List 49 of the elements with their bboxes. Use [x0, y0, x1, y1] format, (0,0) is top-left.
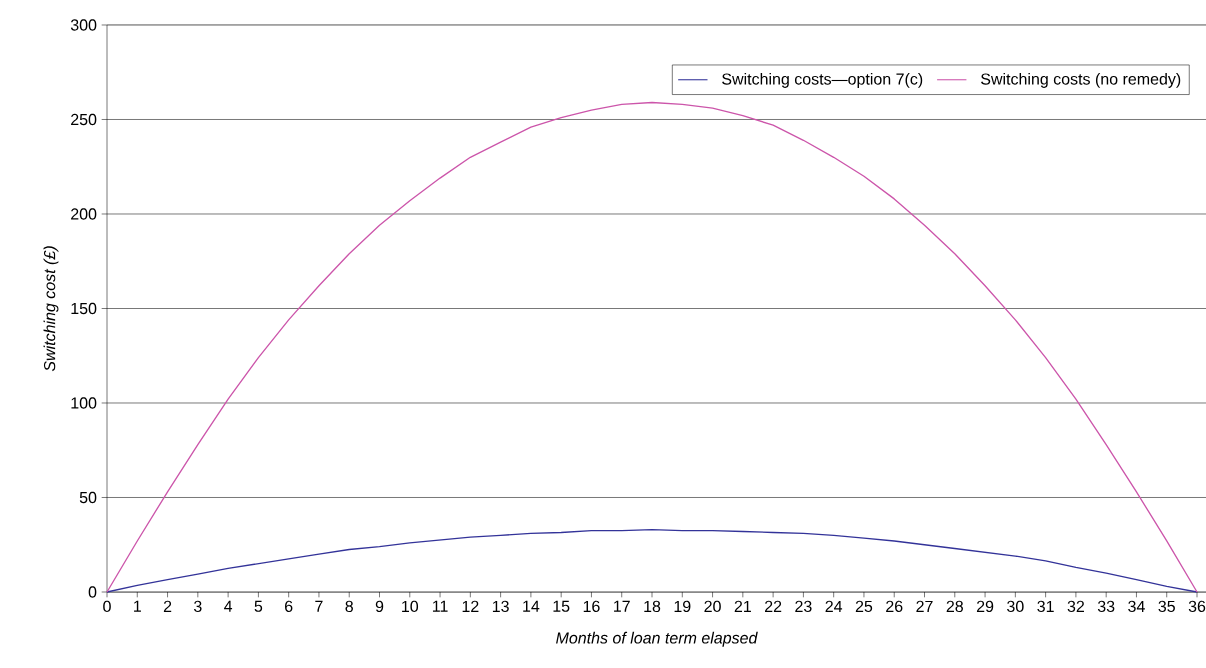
y-tick-label: 50 — [79, 491, 97, 504]
x-tick-label: 24 — [825, 600, 843, 612]
x-tick-label: 14 — [523, 600, 540, 612]
y-tick-label: 0 — [88, 586, 97, 598]
legend-label: Switching costs (no remedy) — [981, 72, 1181, 88]
x-tick-label: 22 — [765, 600, 782, 612]
x-tick-label: 33 — [1097, 600, 1115, 613]
x-tick-label: 26 — [886, 600, 903, 613]
x-tick-label: 9 — [375, 600, 384, 613]
line-series — [106, 101, 1198, 593]
x-tick-label: 21 — [734, 600, 751, 612]
x-tick-label: 28 — [946, 600, 963, 613]
y-tick-label: 250 — [71, 113, 97, 126]
x-tick-label: 5 — [254, 600, 263, 612]
x-tick-label: 31 — [1037, 600, 1054, 613]
x-tick-label: 8 — [345, 600, 353, 613]
y-tick-label: 150 — [71, 302, 97, 315]
x-tick-label: 6 — [285, 600, 293, 613]
x-tick-label: 11 — [432, 600, 448, 612]
y-axis-title: Switching cost (£) — [43, 246, 59, 372]
x-tick-label: 2 — [163, 600, 172, 612]
x-tick-label: 1 — [134, 600, 141, 612]
x-tick-label: 16 — [583, 600, 600, 613]
x-tick-label: 7 — [315, 600, 323, 612]
x-tick-label: 0 — [103, 600, 111, 613]
x-tick-label: 36 — [1188, 600, 1206, 613]
x-tick-label: 18 — [644, 600, 661, 613]
x-tick-label: 17 — [614, 600, 630, 612]
x-tick-label: 30 — [1007, 600, 1024, 613]
x-tick-label: 27 — [916, 600, 933, 612]
y-tick-label: 200 — [71, 208, 97, 220]
legend-label: Switching costs—option 7(c) — [722, 72, 923, 88]
x-tick-label: 23 — [795, 600, 812, 613]
x-tick-label: 13 — [492, 600, 509, 613]
x-tick-label: 32 — [1067, 600, 1084, 613]
x-tick-label: 3 — [193, 600, 202, 613]
x-tick-label: 4 — [224, 600, 233, 612]
x-axis-title: Months of loan term elapsed — [556, 631, 758, 647]
x-tick-label: 34 — [1128, 600, 1145, 613]
y-tick-label: 300 — [70, 19, 97, 31]
x-tick-label: 19 — [674, 600, 691, 613]
x-tick-label: 29 — [976, 600, 994, 613]
x-tick-label: 15 — [553, 600, 570, 612]
x-tick-label: 10 — [402, 600, 419, 613]
x-tick-label: 12 — [462, 600, 479, 612]
y-tick-label: 100 — [71, 397, 97, 409]
x-tick-label: 25 — [855, 600, 873, 613]
x-tick-label: 20 — [704, 600, 721, 613]
x-tick-label: 35 — [1158, 600, 1175, 613]
